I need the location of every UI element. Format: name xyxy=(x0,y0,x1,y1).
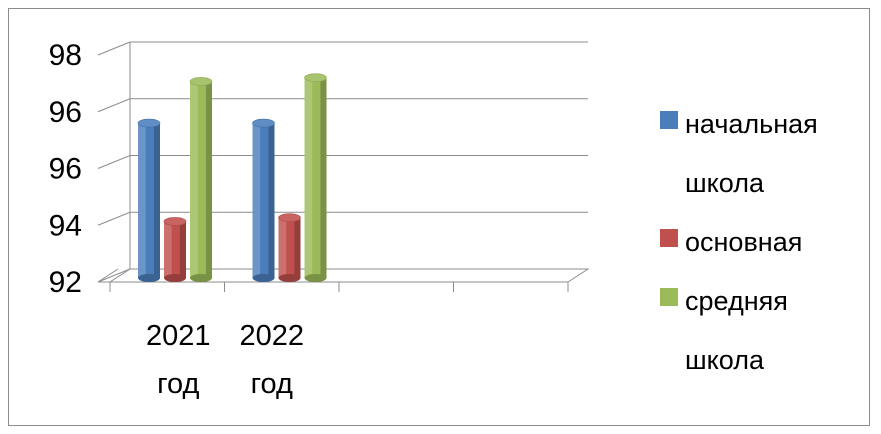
legend-item: начальная школа xyxy=(660,109,818,198)
bar-shadow xyxy=(206,81,212,278)
y-axis-ticks: 92 94 96 96 98 xyxy=(49,39,82,299)
bar-highlight xyxy=(279,218,287,278)
bar-base xyxy=(138,274,160,282)
x-axis-categories: 2021 год 2022 год xyxy=(146,320,304,400)
bar-base xyxy=(279,274,301,282)
bar-highlight xyxy=(164,221,172,278)
legend-item: средняя школа xyxy=(660,286,788,375)
bar-top xyxy=(279,214,301,222)
bar-highlight xyxy=(190,81,198,278)
bar-highlight xyxy=(305,78,313,278)
gridline-side xyxy=(98,156,130,169)
bar xyxy=(305,74,327,282)
bar xyxy=(253,119,275,282)
legend: начальная школа основная средняя школа xyxy=(660,109,818,375)
bar-shadow xyxy=(268,123,274,278)
x-category-label: 2022 xyxy=(239,320,304,352)
y-tick-label: 92 xyxy=(49,266,82,299)
bar-shadow xyxy=(180,221,186,278)
bar xyxy=(190,77,212,282)
legend-label: основная xyxy=(685,227,802,257)
legend-swatch xyxy=(660,288,678,306)
gridline-side xyxy=(98,269,130,282)
bar-base xyxy=(164,274,186,282)
gridline-side xyxy=(98,99,130,112)
legend-swatch xyxy=(660,229,678,247)
bar-base xyxy=(253,274,275,282)
gridline-side xyxy=(98,42,130,55)
bar-top xyxy=(253,119,275,127)
bar-top xyxy=(305,74,327,82)
bar-top xyxy=(164,217,186,225)
bar-top xyxy=(190,77,212,85)
y-tick-label: 98 xyxy=(49,39,82,72)
x-category-label: 2021 xyxy=(146,320,211,352)
legend-label: школа xyxy=(685,345,765,375)
bar xyxy=(138,119,160,282)
y-tick-label: 96 xyxy=(49,96,82,129)
bar-shadow xyxy=(154,123,160,278)
legend-label: школа xyxy=(685,168,765,198)
bar-base xyxy=(190,274,212,282)
bar xyxy=(164,217,186,282)
bar xyxy=(279,214,301,282)
x-category-label: год xyxy=(157,368,199,400)
bar-base xyxy=(305,274,327,282)
bar-top xyxy=(138,119,160,127)
legend-label: начальная xyxy=(685,109,818,139)
y-tick-label: 94 xyxy=(49,209,82,242)
bar-highlight xyxy=(253,123,261,278)
legend-swatch xyxy=(660,111,678,129)
legend-item: основная xyxy=(660,227,802,257)
x-category-label: год xyxy=(251,368,293,400)
y-tick-label: 96 xyxy=(49,153,82,186)
bar-shadow xyxy=(294,218,300,278)
bars xyxy=(138,74,327,282)
bar-shadow xyxy=(320,78,326,278)
legend-label: средняя xyxy=(685,286,788,316)
bar-highlight xyxy=(138,123,146,278)
gridline-side xyxy=(98,212,130,225)
